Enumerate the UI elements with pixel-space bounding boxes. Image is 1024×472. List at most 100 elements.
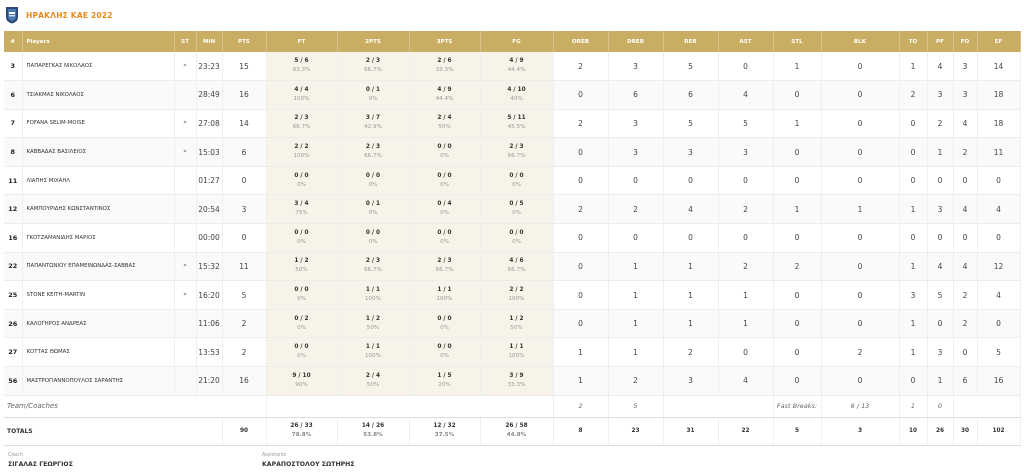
stat-reb: 1 bbox=[663, 309, 719, 339]
stat-to: 0 bbox=[899, 366, 928, 396]
starter-mark bbox=[174, 166, 197, 196]
three-pointers-pct: 66.7% bbox=[435, 267, 454, 274]
column-header-ef[interactable]: EF bbox=[977, 31, 1021, 52]
column-header-3pts[interactable]: 3PTS bbox=[409, 31, 481, 52]
column-header-to[interactable]: TO bbox=[899, 31, 928, 52]
column-header-players[interactable]: Players bbox=[22, 31, 175, 52]
three-pointers-made: 0 / 0 bbox=[437, 229, 452, 236]
team-empty-shots bbox=[266, 395, 554, 418]
free-throws-cell: 3 / 4 75% bbox=[266, 194, 338, 225]
two-pointers-pct: 50% bbox=[366, 381, 380, 388]
three-pointers-pct: 20% bbox=[438, 381, 451, 388]
stat-ast: 1 bbox=[718, 309, 774, 339]
player-name: ΚΑΒΒΑΔΑΣ ΒΑΣΙΛΕΙΟΣ bbox=[22, 137, 175, 167]
stat-fo: 6 bbox=[953, 366, 978, 396]
column-header-pts[interactable]: PTS bbox=[222, 31, 267, 52]
assistants-role: Assistants bbox=[262, 453, 287, 458]
player-name: ΓΚΟΤΖΑΜΑΝΙΔΗΣ ΜΑΡΙΟΣ bbox=[22, 223, 175, 253]
two-pointers-cell: 1 / 1 100% bbox=[337, 337, 410, 368]
two-pointers-pct: 50% bbox=[366, 324, 380, 331]
three-pointers-made: 2 / 6 bbox=[437, 58, 452, 65]
stat-ast: 4 bbox=[718, 366, 774, 396]
player-number: 27 bbox=[4, 337, 23, 368]
column-header-ft[interactable]: FT bbox=[266, 31, 338, 52]
team-pf: 0 bbox=[927, 395, 954, 418]
stat-reb: 0 bbox=[663, 166, 719, 196]
points: 16 bbox=[222, 366, 267, 396]
free-throws-cell: 9 / 10 90% bbox=[266, 366, 338, 396]
free-throws-cell: 5 / 6 83.3% bbox=[266, 52, 338, 82]
stat-stl: 0 bbox=[773, 280, 822, 310]
two-pointers-made: 0 / 0 bbox=[365, 229, 381, 236]
stat-oreb: 2 bbox=[553, 52, 609, 82]
two-pointers-cell: 3 / 7 42.9% bbox=[337, 109, 410, 139]
stat-ast: 5 bbox=[718, 109, 774, 139]
table-row: 16 ΓΚΟΤΖΑΜΑΝΙΔΗΣ ΜΑΡΙΟΣ 00:00 0 0 / 0 0% 0 / 0… bbox=[4, 223, 1021, 253]
totals-fo: 30 bbox=[953, 417, 978, 446]
column-header-blk[interactable]: BLK bbox=[821, 31, 900, 52]
column-header-fo[interactable]: FO bbox=[953, 31, 978, 52]
player-name: FOFANA SELIM-MOISE bbox=[22, 109, 175, 139]
column-header-ast[interactable]: AST bbox=[718, 31, 774, 52]
two-pointers-cell: 0 / 1 0% bbox=[337, 194, 410, 225]
player-name: ΠΑΠΑΡΕΓΚΑΣ ΝΙΚΟΛΑΟΣ bbox=[22, 52, 175, 82]
field-goals-made: 0 / 0 bbox=[509, 172, 524, 179]
stat-fo: 2 bbox=[953, 280, 978, 310]
stat-to: 1 bbox=[899, 52, 928, 82]
field-goals-made: 2 / 3 bbox=[509, 144, 524, 151]
column-header-num[interactable]: # bbox=[4, 31, 23, 52]
field-goals-made: 4 / 6 bbox=[509, 258, 524, 265]
two-pointers-made: 3 / 7 bbox=[365, 115, 381, 122]
free-throws-cell: 4 / 4 100% bbox=[266, 80, 338, 110]
team-coaches-row: Team/Coaches 2 5 Fast Breaks: 6 / 13 1 0 bbox=[4, 395, 1021, 418]
field-goals-cell: 2 / 3 66.7% bbox=[480, 137, 554, 167]
player-name: ΚΑΛΟΓΗΡΟΣ ΑΝΔΡΕΑΣ bbox=[22, 309, 175, 339]
stat-ef: 18 bbox=[977, 109, 1021, 139]
stat-to: 3 bbox=[899, 280, 928, 310]
three-pointers-pct: 44.4% bbox=[435, 95, 454, 102]
stat-reb: 1 bbox=[663, 280, 719, 310]
totals-ef: 102 bbox=[977, 417, 1021, 446]
field-goals-cell: 0 / 0 0% bbox=[480, 223, 554, 253]
totals-two-pointers-cell: 14 / 26 53.8% bbox=[337, 417, 410, 446]
three-pointers-cell: 0 / 0 0% bbox=[409, 337, 481, 368]
free-throws-made: 1 / 2 bbox=[294, 258, 309, 265]
column-header-fg[interactable]: FG bbox=[480, 31, 554, 52]
two-pointers-pct: 66.7% bbox=[364, 153, 382, 160]
two-pointers-made: 0 / 0 bbox=[365, 172, 381, 179]
two-pointers-pct: 0% bbox=[368, 238, 378, 245]
free-throws-cell: 0 / 0 0% bbox=[266, 280, 338, 310]
free-throws-pct: 0% bbox=[297, 181, 306, 188]
stat-oreb: 2 bbox=[553, 194, 609, 225]
field-goals-pct: 100% bbox=[508, 353, 525, 360]
stat-stl: 1 bbox=[773, 109, 822, 139]
free-throws-made: 2 / 3 bbox=[294, 115, 309, 122]
column-header-st[interactable]: ST bbox=[174, 31, 197, 52]
stat-fo: 2 bbox=[953, 309, 978, 339]
table-row: 22 ΠΑΠΑΝΤΩΝΙΟΥ ΕΠΑΜΕΙΝΩΝΔΑΣ-ΣΑΒΒΑΣ * 15:32 1… bbox=[4, 252, 1021, 282]
team-header: ΗΡΑΚΛΗΣ ΚΑΕ 2022 bbox=[4, 4, 113, 26]
column-header-pf[interactable]: PF bbox=[927, 31, 954, 52]
minutes: 27:08 bbox=[196, 109, 223, 139]
two-pointers-pct: 100% bbox=[365, 296, 381, 303]
stat-stl: 0 bbox=[773, 366, 822, 396]
field-goals-made: 1 / 2 bbox=[509, 315, 524, 322]
column-header-min[interactable]: MIN bbox=[196, 31, 223, 52]
table-header-row: # Players ST MIN PTS FT 2PTS 3PTS FG OREB DREB REB A… bbox=[4, 31, 1021, 52]
stat-blk: 0 bbox=[821, 109, 900, 139]
points: 14 bbox=[222, 109, 267, 139]
team-title: ΗΡΑΚΛΗΣ ΚΑΕ 2022 bbox=[26, 10, 113, 20]
stat-dreb: 1 bbox=[608, 252, 664, 282]
column-header-dreb[interactable]: DREB bbox=[608, 31, 664, 52]
column-header-stl[interactable]: STL bbox=[773, 31, 822, 52]
stat-dreb: 1 bbox=[608, 309, 664, 339]
stat-ast: 2 bbox=[718, 252, 774, 282]
column-header-reb[interactable]: REB bbox=[663, 31, 719, 52]
free-throws-cell: 2 / 3 66.7% bbox=[266, 109, 338, 139]
column-header-oreb[interactable]: OREB bbox=[553, 31, 609, 52]
points: 16 bbox=[222, 80, 267, 110]
stat-pf: 3 bbox=[927, 194, 954, 225]
column-header-2pts[interactable]: 2PTS bbox=[337, 31, 410, 52]
free-throws-pct: 66.7% bbox=[292, 124, 311, 131]
team-coaches-label: Team/Coaches bbox=[4, 395, 267, 418]
